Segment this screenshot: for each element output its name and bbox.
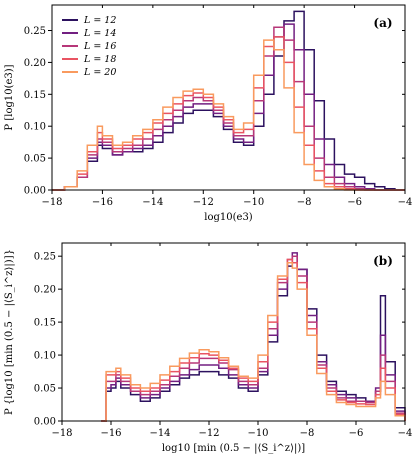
y-tick-label: 0.20 xyxy=(24,58,46,69)
x-tick-label: −14 xyxy=(149,428,170,439)
y-axis-label: P [log10(e3)] xyxy=(4,64,15,130)
y-tick-label: 0.00 xyxy=(24,186,46,197)
x-tick-label: −14 xyxy=(142,197,163,208)
x-tick-label: −18 xyxy=(41,197,62,208)
x-tick-label: −4 xyxy=(398,197,413,208)
x-tick-label: −4 xyxy=(398,428,413,439)
x-tick-label: −10 xyxy=(243,197,264,208)
x-tick-label: −16 xyxy=(92,197,113,208)
y-tick-label: 0.15 xyxy=(24,90,46,101)
x-tick-label: −18 xyxy=(51,428,72,439)
series-line-1-1 xyxy=(101,252,406,422)
legend-entry: L = 16 xyxy=(83,41,116,52)
panel-label: (b) xyxy=(373,254,393,268)
x-tick-label: −16 xyxy=(100,428,121,439)
x-axis-label: log10(e3) xyxy=(204,212,253,223)
y-tick-label: 0.15 xyxy=(34,318,56,329)
x-axis-label: log10 [min (0.5 − |⟨S_i^z⟩|)] xyxy=(162,443,305,454)
legend-entry: L = 12 xyxy=(83,15,116,26)
legend-entry: L = 20 xyxy=(83,67,116,78)
y-axis-label: P {log10 [min (0.5 − |⟨S_i^z⟩|)]} xyxy=(4,249,15,415)
legend-entry: L = 14 xyxy=(83,28,116,39)
x-tick-label: −10 xyxy=(247,428,268,439)
x-tick-label: −8 xyxy=(297,197,312,208)
y-tick-label: 0.20 xyxy=(34,285,56,296)
x-tick-label: −12 xyxy=(193,197,214,208)
legend-entry: L = 18 xyxy=(83,54,116,65)
y-tick-label: 0.00 xyxy=(34,417,56,428)
panel-label: (a) xyxy=(373,16,392,30)
series-line-0-4 xyxy=(52,39,405,191)
series-line-0-3 xyxy=(52,36,405,191)
x-tick-label: −6 xyxy=(347,197,362,208)
panel-a: −18 −16 −14 −12 −10 −8 −6 −4 0.00 0.05 0.10 0.15 0.2… xyxy=(4,4,413,223)
y-tick-label: 0.05 xyxy=(24,154,46,165)
y-tick-label: 0.10 xyxy=(24,122,46,133)
x-tick-label: −12 xyxy=(198,428,219,439)
series-line-1-4 xyxy=(101,262,406,422)
x-tick-label: −8 xyxy=(300,428,315,439)
series-line-0-2 xyxy=(52,26,405,191)
plot-frame xyxy=(51,4,406,191)
y-tick-label: 0.25 xyxy=(34,252,56,263)
x-tick-label: −6 xyxy=(349,428,364,439)
series-line-1-3 xyxy=(101,258,406,422)
series-line-1-0 xyxy=(101,255,406,422)
y-tick-label: 0.25 xyxy=(24,26,46,37)
plot-frame xyxy=(61,242,406,422)
y-tick-label: 0.10 xyxy=(34,351,56,362)
y-tick-label: 0.05 xyxy=(34,384,56,395)
panel-b: −18 −16 −14 −12 −10 −8 −6 −4 0.00 0.05 0.10 0.15 0.2… xyxy=(4,242,413,454)
series-line-1-2 xyxy=(101,255,406,422)
